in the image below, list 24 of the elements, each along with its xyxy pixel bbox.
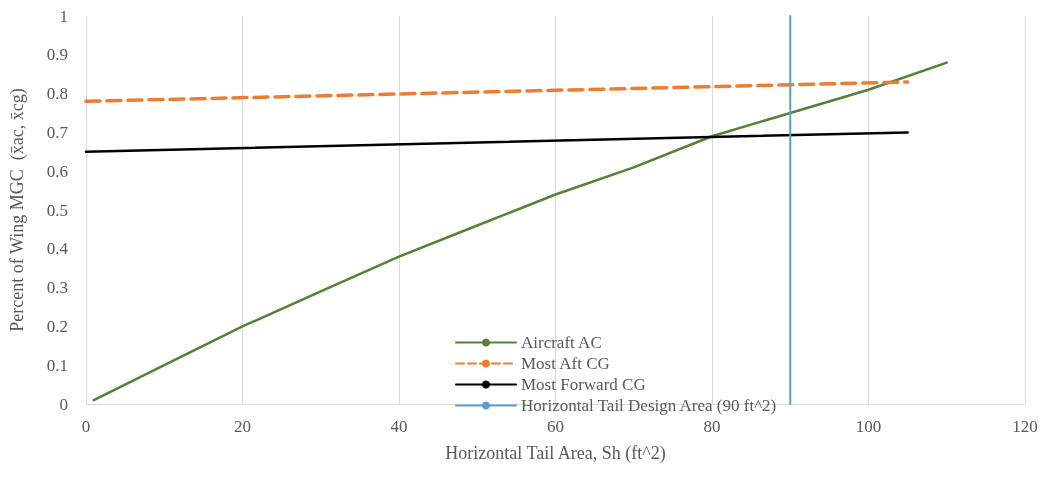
y-tick-label: 0.8 — [46, 84, 68, 104]
y-tick-label: 0 — [59, 394, 68, 414]
y-tick-label: 0.9 — [46, 45, 68, 65]
x-axis-title: Horizontal Tail Area, Sh (ft^2) — [445, 443, 666, 464]
y-tick-label: 0.3 — [46, 278, 68, 298]
legend-label: Aircraft AC — [521, 333, 602, 352]
y-tick-label: 0.1 — [46, 355, 68, 375]
x-tick-label: 120 — [1012, 417, 1038, 436]
y-axis-title: Percent of Wing MGC (x̄ac, x̄cg) — [7, 88, 28, 332]
y-tick-label: 1 — [59, 6, 68, 26]
y-tick-label: 0.4 — [46, 239, 69, 259]
y-tick-label: 0.7 — [46, 122, 69, 142]
x-tick-label: 60 — [547, 417, 564, 436]
x-tick-label: 20 — [234, 417, 251, 436]
x-tick-label: 80 — [703, 417, 721, 436]
y-tick-label: 0.2 — [46, 316, 68, 336]
legend-label: Most Aft CG — [521, 354, 610, 373]
x-tick-label: 0 — [81, 417, 91, 436]
legend-label: Most Forward CG — [521, 375, 646, 394]
y-tick-label: 0.5 — [46, 200, 68, 220]
y-tick-label: 0.6 — [46, 161, 68, 181]
legend-label: Horizontal Tail Design Area (90 ft^2) — [521, 396, 777, 415]
x-tick-label: 40 — [390, 417, 408, 436]
x-tick-label: 100 — [855, 417, 882, 436]
